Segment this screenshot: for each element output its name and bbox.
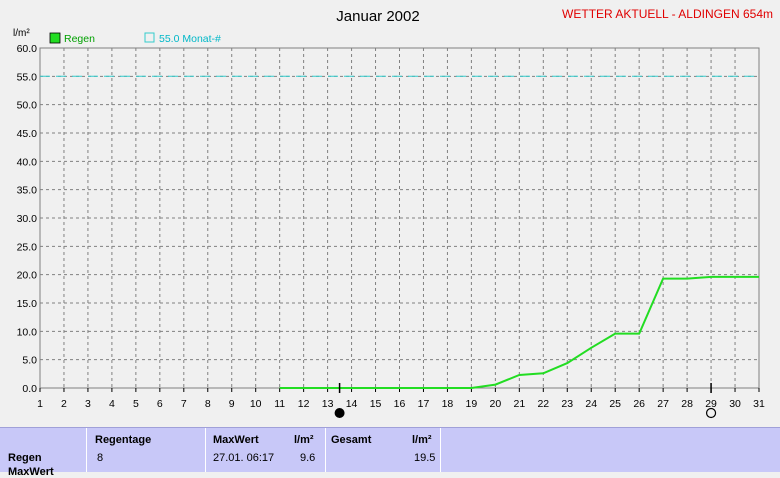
legend-average-swatch (144, 32, 155, 43)
x-tick-label: 17 (418, 398, 430, 410)
x-tick-label: 22 (537, 398, 549, 410)
stats-row-label-2: MaxWert (8, 466, 54, 478)
regentage-header: Regentage (95, 434, 152, 446)
chart-title: Januar 2002 (336, 8, 419, 25)
regentage-value: 8 (97, 452, 104, 464)
rain-chart: Januar 2002 WETTER AKTUELL - ALDINGEN 65… (13, 7, 773, 419)
y-tick-label: 5.0 (22, 355, 37, 367)
x-tick-label: 11 (274, 398, 285, 410)
gesamt-header: Gesamt (331, 434, 372, 446)
x-tick-label: 5 (133, 398, 139, 410)
y-tick-label: 10.0 (17, 326, 38, 338)
chart-series (40, 75, 759, 389)
gesamt-value: 19.5 (414, 452, 436, 464)
x-tick-label: 12 (298, 398, 310, 410)
station-brand: WETTER AKTUELL - ALDINGEN 654m (562, 7, 773, 21)
y-tick-label: 30.0 (17, 213, 38, 225)
x-axis-ticks: 1 2 3 4 5 6 7 8 9 10 11 12 13 14 15 16 17 18 19 20 21 22 23 24 2… (37, 388, 765, 410)
x-tick-label: 23 (561, 398, 573, 410)
stats-row-label: Regen (8, 452, 42, 464)
x-tick-label: 26 (633, 398, 645, 410)
series-line-regen (279, 275, 759, 389)
x-tick-label: 14 (346, 398, 358, 410)
stats-divider (325, 428, 326, 472)
x-tick-label: 24 (585, 398, 597, 410)
x-tick-label: 8 (205, 398, 211, 410)
x-tick-label: 10 (250, 398, 262, 410)
x-tick-label: 9 (229, 398, 235, 410)
x-tick-label: 31 (753, 398, 765, 410)
legend-rain-swatch (49, 32, 61, 44)
x-tick-label: 20 (490, 398, 502, 410)
stats-panel: Regen MaxWert Regentage 8 MaxWert l/m² 2… (0, 427, 780, 478)
x-tick-label: 21 (513, 398, 525, 410)
y-tick-label: 40.0 (17, 156, 38, 168)
new-moon-icon (334, 408, 345, 418)
y-tick-label: 35.0 (17, 185, 38, 197)
x-tick-label: 2 (61, 398, 67, 410)
maxwert-value: 9.6 (300, 452, 316, 464)
full-moon-icon (705, 407, 717, 419)
y-tick-label: 20.0 (17, 270, 38, 282)
y-axis-unit: l/m² (13, 28, 30, 39)
y-tick-label: 0.0 (22, 383, 37, 395)
legend-rain-label: Regen (64, 33, 95, 45)
x-tick-label: 16 (394, 398, 406, 410)
x-tick-label: 13 (322, 398, 334, 410)
maxwert-time: 27.01. 06:17 (213, 452, 275, 464)
x-tick-label: 29 (705, 398, 717, 410)
legend-average-label: 55.0 Monat-# (159, 33, 221, 45)
y-axis-ticks: 0.0 5.0 10.0 15.0 20.0 25.0 30.0 35.0 40.0 45.0 50… (17, 43, 38, 395)
chart-grid (39, 47, 760, 389)
x-tick-label: 1 (37, 398, 43, 410)
x-tick-label: 15 (370, 398, 382, 410)
gesamt-unit: l/m² (412, 434, 432, 446)
x-tick-label: 7 (181, 398, 187, 410)
y-tick-label: 15.0 (17, 298, 38, 310)
stats-divider (440, 428, 441, 472)
stats-divider (205, 428, 206, 472)
x-tick-label: 30 (729, 398, 741, 410)
y-tick-label: 25.0 (17, 241, 38, 253)
y-tick-label: 55.0 (17, 71, 38, 83)
x-tick-label: 3 (85, 398, 91, 410)
stats-divider (86, 428, 87, 472)
maxwert-unit: l/m² (294, 434, 314, 446)
x-tick-label: 19 (466, 398, 478, 410)
x-tick-label: 25 (609, 398, 621, 410)
x-tick-label: 28 (681, 398, 693, 410)
y-tick-label: 45.0 (17, 128, 38, 140)
x-tick-label: 6 (157, 398, 163, 410)
y-tick-label: 60.0 (17, 43, 38, 55)
x-tick-label: 27 (657, 398, 669, 410)
moon-phases (334, 383, 717, 419)
x-tick-label: 18 (442, 398, 454, 410)
y-tick-label: 50.0 (17, 100, 38, 112)
x-tick-label: 4 (109, 398, 115, 410)
maxwert-header: MaxWert (213, 434, 259, 446)
